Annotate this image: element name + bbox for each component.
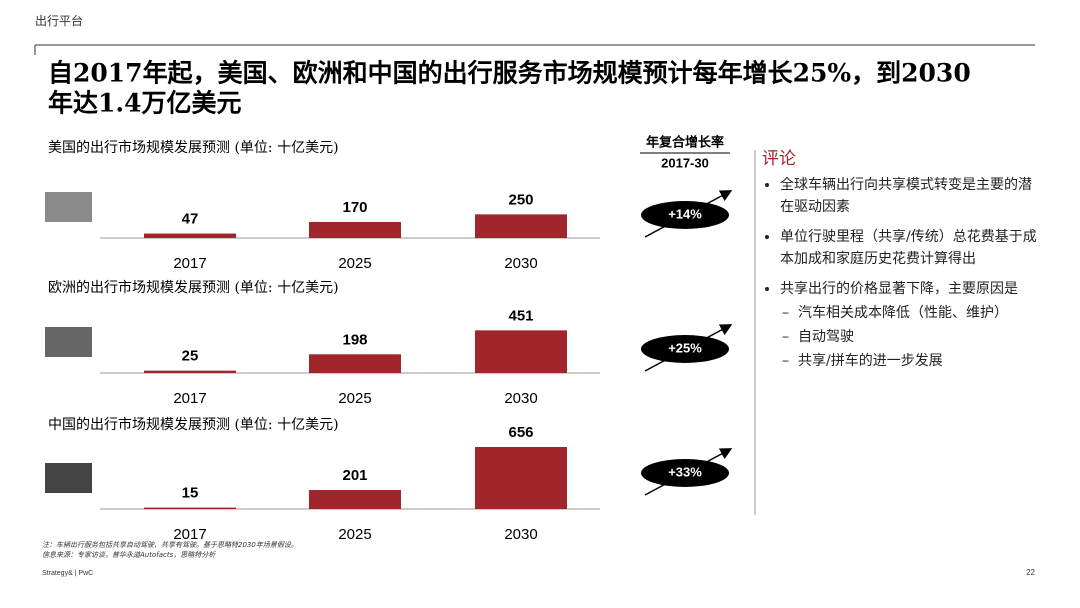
x-tick-label: 2030: [504, 255, 537, 272]
bar: [309, 354, 401, 373]
cagr-period: 2017-30: [661, 155, 709, 170]
cagr-arrow: [644, 448, 733, 496]
sub-bullet: 汽车相关成本降低（性能、维护）: [798, 302, 1042, 324]
footnote: 注：车辆出行服务包括共享自动驾驶、共享有驾驶。基于思略特2030年场景假设。: [42, 541, 298, 549]
cagr-label: +25%: [668, 340, 702, 355]
cagr-label: +14%: [668, 206, 702, 221]
x-tick-label: 2017: [173, 390, 206, 407]
value-label: 656: [508, 424, 533, 441]
sub-bullet: 自动驾驶: [798, 326, 1042, 348]
source: 信息来源：专家访谈，普华永道Autofacts，思略特分析: [42, 551, 216, 559]
bar: [144, 507, 236, 509]
cagr-label: +33%: [668, 464, 702, 479]
x-tick-label: 2017: [173, 526, 206, 543]
x-tick-label: 2030: [504, 526, 537, 543]
x-tick-label: 2017: [173, 255, 206, 272]
notes: 注：车辆出行服务包括共享自动驾驶、共享有驾驶。基于思略特2030年场景假设。 信…: [42, 540, 298, 560]
chart-title: 中国的出行市场规模发展预测 (单位: 十亿美元): [48, 416, 339, 433]
x-tick-label: 2030: [504, 390, 537, 407]
sub-list: 汽车相关成本降低（性能、维护）自动驾驶共享/拼车的进一步发展: [780, 302, 1042, 372]
value-label: 250: [508, 191, 533, 208]
page-number: 22: [1026, 568, 1035, 577]
bullet-list: 全球车辆出行向共享模式转变是主要的潜在驱动因素单位行驶里程（共享/传统）总花费基…: [762, 174, 1042, 372]
x-tick-label: 2025: [338, 526, 371, 543]
bar: [309, 221, 401, 238]
comments-title: 评论: [762, 149, 796, 169]
bullet: 共享出行的价格显著下降，主要原因是汽车相关成本降低（性能、维护）自动驾驶共享/拼…: [780, 278, 1042, 372]
value-label: 198: [342, 331, 367, 348]
bar: [309, 490, 401, 509]
x-tick-label: 2025: [338, 390, 371, 407]
flag: [45, 327, 92, 357]
x-tick-label: 2025: [338, 255, 371, 272]
flag: [45, 463, 92, 493]
bar: [475, 330, 567, 373]
value-label: 201: [342, 467, 367, 484]
bullet: 单位行驶里程（共享/传统）总花费基于成本加成和家庭历史花费计算得出: [780, 226, 1042, 270]
value-label: 47: [182, 211, 199, 228]
bar: [144, 370, 236, 373]
chart-title: 欧洲的出行市场规模发展预测 (单位: 十亿美元): [48, 279, 339, 296]
bar: [475, 447, 567, 509]
value-label: 25: [182, 348, 199, 365]
cagr-arrow: [644, 324, 733, 372]
cagr-arrow: [644, 190, 733, 238]
footer: Strategy& | PwC: [42, 570, 93, 577]
comments: 评论 全球车辆出行向共享模式转变是主要的潜在驱动因素单位行驶里程（共享/传统）总…: [762, 148, 1042, 380]
title-line: 年达1.4万亿美元: [48, 89, 242, 118]
cagr-header: 年复合增长率: [646, 134, 724, 149]
bar: [144, 233, 236, 238]
bar: [475, 214, 567, 238]
value-label: 451: [508, 307, 533, 324]
flag: [45, 192, 92, 222]
header: 出行平台: [35, 13, 83, 28]
value-label: 15: [182, 485, 199, 502]
title-line: 自2017年起，美国、欧洲和中国的出行服务市场规模预计每年增长25%，到2030: [48, 59, 971, 88]
bullet: 全球车辆出行向共享模式转变是主要的潜在驱动因素: [780, 174, 1042, 218]
value-label: 170: [342, 199, 367, 216]
sub-bullet: 共享/拼车的进一步发展: [798, 350, 1042, 372]
chart-title: 美国的出行市场规模发展预测 (单位: 十亿美元): [48, 139, 339, 156]
